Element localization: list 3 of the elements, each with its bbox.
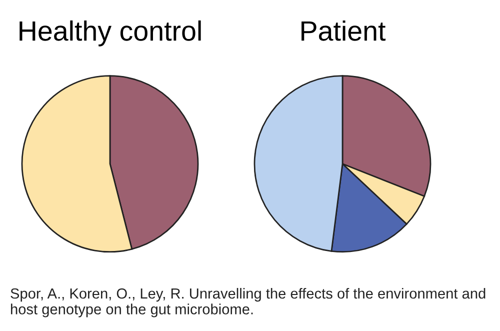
chart-title: Healthy control: [20, 20, 201, 46]
chart-title: Patient: [302, 20, 386, 41]
text: Spor, A., Koren, O., Ley, R. Unravelling the effects of the environment and host genotype on the gut microbiome.: [10, 288, 486, 318]
